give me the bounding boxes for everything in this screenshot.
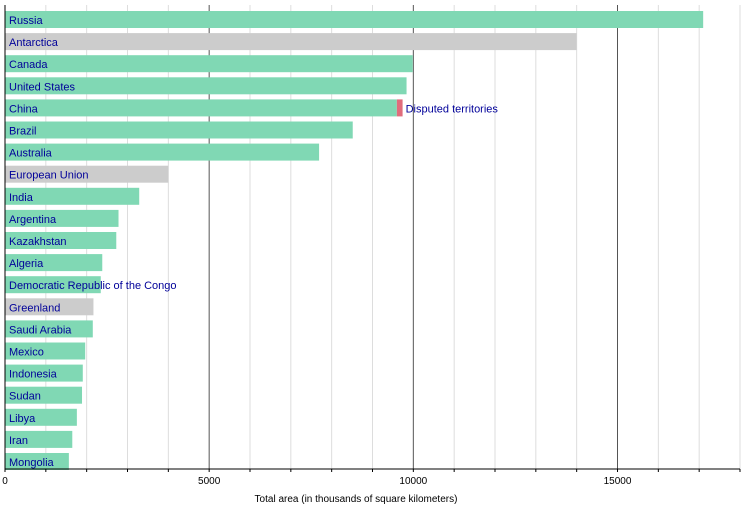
- bar-mongolia: [5, 453, 69, 470]
- bar-algeria: [5, 254, 103, 272]
- bar-canada: [5, 55, 413, 73]
- bar-democratic-republic-of-the-congo: [5, 276, 101, 294]
- category-label: Brazil: [9, 126, 37, 138]
- bar-russia: [5, 11, 704, 28]
- category-label: Canada: [9, 59, 48, 71]
- bar-european-union: [5, 165, 169, 183]
- category-label: Iran: [9, 435, 28, 447]
- category-label: Kazakhstan: [9, 236, 66, 248]
- x-axis-title: Total area (in thousands of square kilom…: [255, 494, 458, 505]
- category-label: Saudi Arabia: [9, 324, 72, 336]
- category-label: India: [9, 192, 34, 204]
- bar-mexico: [5, 342, 86, 360]
- x-tick-label: 10000: [399, 476, 427, 487]
- bar-iran: [5, 430, 73, 448]
- category-label: Libya: [9, 413, 36, 425]
- category-label: Argentina: [9, 214, 57, 226]
- bar-argentina: [5, 209, 119, 227]
- category-label: Australia: [9, 148, 53, 160]
- bar-brazil: [5, 121, 353, 139]
- x-tick-label: 15000: [604, 476, 632, 487]
- category-label: Algeria: [9, 258, 44, 270]
- bar-libya: [5, 408, 77, 426]
- bar-china: [5, 99, 397, 117]
- bar-saudi-arabia: [5, 320, 93, 338]
- x-axis: 0 5000 10000 15000: [2, 5, 741, 487]
- bar-disputed-territories: [396, 99, 403, 117]
- bar-antarctica: [5, 33, 577, 51]
- x-tick-label: 0: [2, 476, 8, 487]
- category-label: China: [9, 103, 39, 115]
- annotation-label: Disputed territories: [406, 103, 499, 115]
- category-label: Indonesia: [9, 369, 58, 381]
- x-tick-label: 5000: [198, 476, 221, 487]
- category-label: United States: [9, 81, 76, 93]
- category-label: Sudan: [9, 391, 41, 403]
- bar-australia: [5, 143, 320, 161]
- category-label: Greenland: [9, 302, 60, 314]
- category-label: Democratic Republic of the Congo: [9, 280, 177, 292]
- bar-united-states: [5, 77, 407, 95]
- bar-greenland: [5, 298, 94, 316]
- category-label: European Union: [9, 170, 89, 182]
- category-label: Russia: [9, 15, 44, 27]
- bar-kazakhstan: [5, 232, 117, 249]
- bar-sudan: [5, 386, 83, 404]
- bars: Russia Antarctica Canada United States China…: [5, 11, 704, 470]
- category-label: Mexico: [9, 347, 44, 359]
- category-label: Antarctica: [9, 37, 59, 49]
- category-label: Mongolia: [9, 457, 55, 469]
- bar-indonesia: [5, 364, 83, 382]
- bar-india: [5, 187, 140, 205]
- grid-lines: [45, 5, 741, 469]
